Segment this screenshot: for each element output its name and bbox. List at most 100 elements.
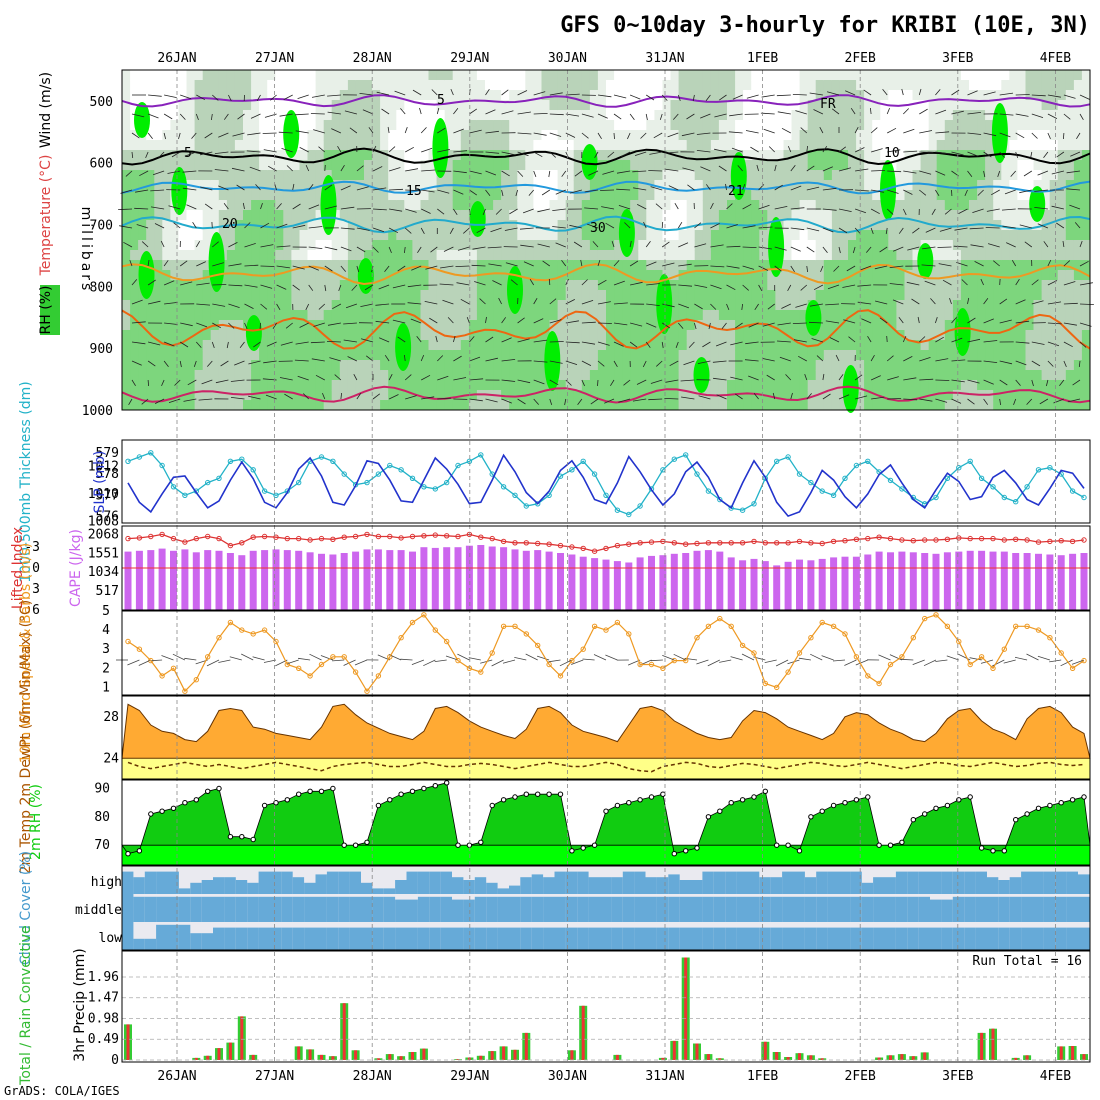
rh-cell (573, 180, 583, 191)
rh-cell (283, 400, 292, 411)
rh-cell (718, 140, 728, 151)
rh-cell (630, 370, 639, 381)
rh-cell (969, 250, 978, 261)
rh-cell (557, 250, 567, 261)
rh-cell (589, 80, 599, 91)
rh-cell (944, 70, 954, 81)
rh-cell (799, 200, 809, 211)
rh-cell (404, 140, 413, 151)
rh-cell (969, 210, 978, 221)
rh-cell (944, 130, 954, 141)
wind-barb (135, 189, 149, 193)
wind-barb (313, 129, 325, 134)
rh-cell (944, 220, 954, 231)
rh-saturated-blob (171, 167, 188, 215)
rh-cell (678, 310, 688, 321)
rh-cell (694, 400, 704, 411)
rh-cell (614, 250, 623, 261)
rh-cell (315, 190, 325, 201)
wind-barb (394, 90, 406, 96)
rh-cell (646, 100, 655, 111)
rh-cell (396, 150, 405, 161)
rh-cell (670, 350, 680, 361)
rh-cell (517, 380, 526, 391)
wind-barb (501, 337, 512, 343)
rh-cell (1017, 80, 1026, 91)
rh-cell (896, 250, 905, 261)
rh-cell (162, 210, 171, 221)
rh-cell (985, 230, 994, 241)
rh-cell (202, 90, 212, 101)
rh-cell (872, 210, 881, 221)
rh-cell (638, 350, 647, 361)
wind-barb (745, 130, 759, 134)
rh-cell (985, 80, 994, 91)
wind-barb (822, 393, 831, 400)
rh-cell (993, 300, 1002, 311)
rh-cell (727, 260, 736, 271)
rh-cell (485, 360, 494, 371)
rh-cell (372, 260, 381, 271)
rh-cell (735, 330, 744, 341)
rh-cell (1025, 260, 1035, 271)
rh-cell (831, 190, 841, 201)
rh-cell (718, 170, 728, 181)
rh-cell (678, 380, 688, 391)
rh-cell (670, 190, 680, 201)
rh-cell (880, 240, 889, 251)
wind-barb (602, 170, 615, 175)
rh-cell (928, 280, 938, 291)
rh-cell (807, 210, 817, 221)
wind-barb (831, 108, 840, 115)
rh-cell (710, 320, 720, 331)
rh-cell (565, 260, 575, 271)
rh-cell (533, 320, 542, 331)
rh-cell (718, 310, 728, 321)
rh-cell (1025, 180, 1035, 191)
rh-cell (1065, 80, 1075, 91)
wind-barb (404, 126, 408, 134)
rh-cell (573, 230, 583, 241)
rh-cell (589, 110, 599, 121)
rh-cell (347, 210, 357, 221)
rh-cell (251, 200, 260, 211)
rh-cell (355, 330, 365, 341)
rh-cell (162, 330, 171, 341)
rh-cell (452, 220, 462, 231)
rh-cell (791, 350, 801, 361)
rh-cell (251, 120, 260, 131)
rh-cell (194, 80, 204, 91)
rh-cell (493, 190, 502, 201)
wind-barb (310, 341, 325, 344)
rh-cell (234, 190, 244, 201)
rh-cell (291, 280, 300, 291)
wind-barb (244, 322, 248, 330)
rh-cell (267, 250, 276, 261)
rh-cell (1009, 250, 1018, 261)
rh-cell (896, 210, 905, 221)
rh-cell (315, 390, 325, 401)
wind-barb (421, 147, 433, 153)
rh-cell (775, 360, 784, 371)
rh-cell (364, 130, 373, 141)
rh-cell (476, 70, 486, 81)
rh-cell (323, 110, 333, 121)
rh-cell (517, 260, 526, 271)
rh-cell (1001, 230, 1010, 241)
rh-cell (138, 390, 147, 401)
rh-cell (1041, 250, 1051, 261)
rh-cell (775, 210, 784, 221)
rh-cell (1041, 320, 1051, 331)
rh-cell (218, 300, 228, 311)
wind-barb (886, 335, 888, 343)
wind-barb (627, 132, 631, 140)
rh-cell (735, 200, 744, 211)
wind-barb (505, 262, 518, 267)
rh-cell (1017, 400, 1026, 411)
rh-cell (323, 350, 333, 361)
rh-cell (218, 400, 228, 411)
rh-cell (743, 110, 752, 121)
wind-barb (253, 341, 261, 348)
rh-cell (202, 120, 212, 131)
rh-cell (775, 270, 784, 281)
